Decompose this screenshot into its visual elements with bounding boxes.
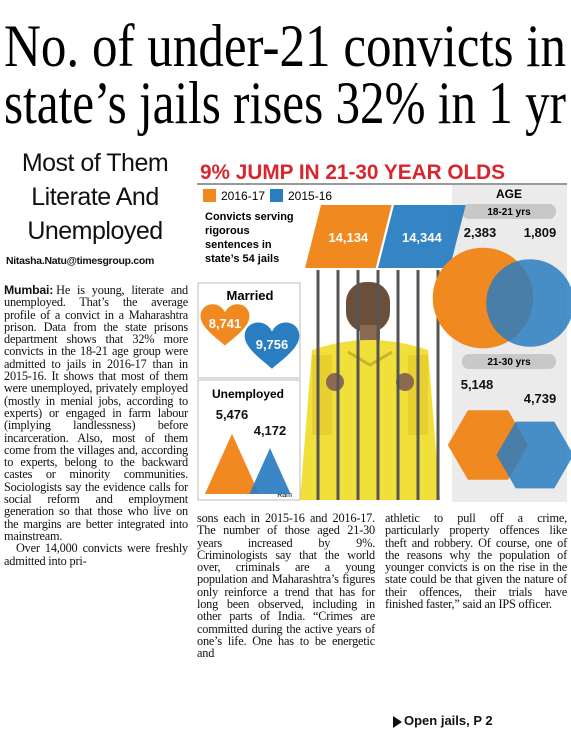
age-pill xyxy=(462,354,556,369)
legend-label: 2015-16 xyxy=(288,189,332,203)
triangle xyxy=(204,433,260,494)
panel xyxy=(197,379,301,501)
paragraph: sons each in 2015-16 and 2016-17. The nu… xyxy=(197,511,375,661)
value-label: 2,383 xyxy=(464,225,497,240)
parallelogram xyxy=(305,205,392,268)
heart xyxy=(244,322,300,369)
value-label: 9,756 xyxy=(256,337,289,352)
age-pill xyxy=(462,204,556,219)
infographic-title: 9% JUMP IN 21-30 YEAR OLDS xyxy=(200,161,505,184)
panel-label: Convicts serving xyxy=(205,211,294,223)
panel-label: Married xyxy=(227,288,274,303)
value-label: 5,148 xyxy=(461,377,494,392)
illustration xyxy=(300,270,440,500)
legend-swatch xyxy=(270,189,283,202)
value-label: 8,741 xyxy=(209,316,242,331)
article-column: sons each in 2015-16 and 2016-17. The nu… xyxy=(197,512,375,660)
value-label: 4,172 xyxy=(254,423,287,438)
legend-label: 2016-17 xyxy=(221,189,265,203)
subheadline: Most of Them Literate And Unemployed xyxy=(21,149,169,245)
heart xyxy=(200,304,250,346)
age-group-label: 21-30 yrs xyxy=(487,357,531,368)
value-label: 1,809 xyxy=(524,225,557,240)
paragraph: athletic to pull off a crime, particular… xyxy=(385,511,567,612)
triangle xyxy=(249,448,291,494)
paragraph: Mumbai: He is young, literate and unemplo… xyxy=(4,284,188,542)
value-label: 14,344 xyxy=(402,230,443,245)
parallelogram xyxy=(378,205,466,268)
dateline: Mumbai: xyxy=(4,283,54,297)
jump-line: Open jails, P 2 xyxy=(404,713,493,728)
circle xyxy=(486,259,571,347)
headline: No. of under-21 convicts in xyxy=(4,13,566,79)
byline: Nitasha.Natu@timesgroup.com xyxy=(6,255,154,267)
paragraph-text: He is young, literate and unemployed. Th… xyxy=(4,283,188,543)
hexagon xyxy=(496,421,571,489)
panel-label: sentences in xyxy=(205,239,272,251)
value-label: 14,134 xyxy=(328,230,369,245)
legend-swatch xyxy=(203,189,216,202)
age-group-label: 18-21 yrs xyxy=(487,207,531,218)
panel-label: rigorous xyxy=(205,225,250,237)
value-label: 4,739 xyxy=(524,391,557,406)
credit: Ram xyxy=(277,492,292,499)
panel-label: Unemployed xyxy=(212,387,284,401)
headline: state’s jails rises 32% in 1 yr xyxy=(4,70,566,136)
paragraph: Over 14,000 convicts were freshly admitt… xyxy=(4,541,188,568)
article-column: Mumbai: He is young, literate and unemplo… xyxy=(4,284,188,567)
value-label: 5,476 xyxy=(216,407,249,422)
article-column: athletic to pull off a crime, particular… xyxy=(385,512,567,610)
panel-label: state’s 54 jails xyxy=(205,253,279,265)
age-title: AGE xyxy=(496,187,522,201)
jump-arrow xyxy=(393,716,402,728)
panel xyxy=(197,282,301,379)
